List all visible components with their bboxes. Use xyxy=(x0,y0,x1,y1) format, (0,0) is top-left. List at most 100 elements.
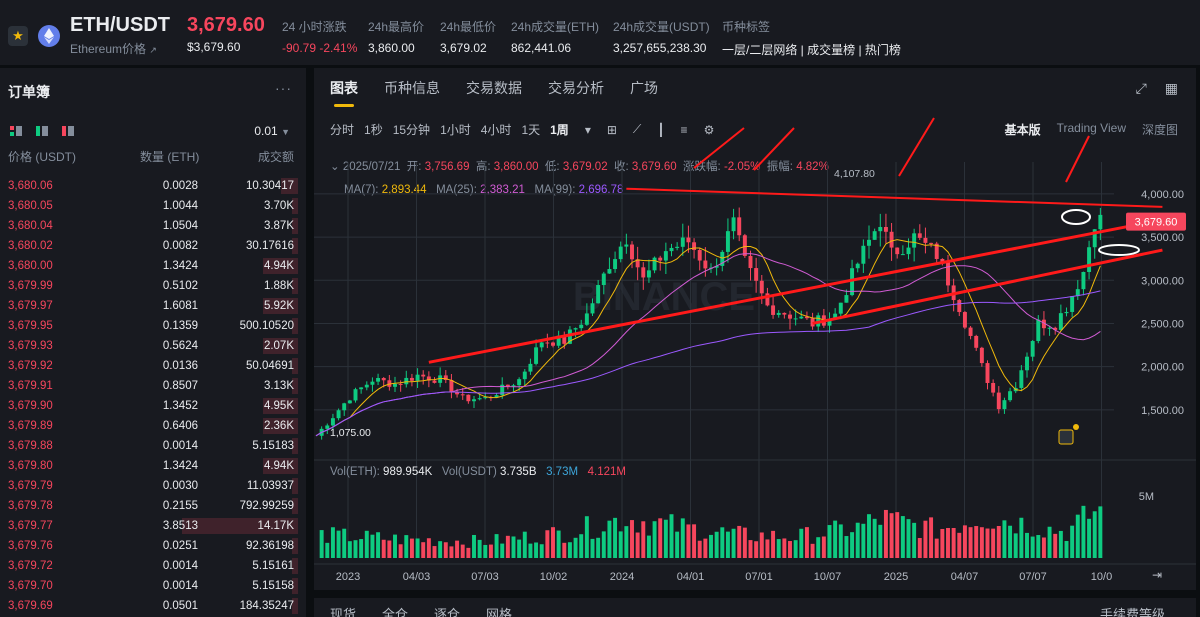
orderbook-row[interactable]: 3,680.00 1.3424 4.94K xyxy=(0,256,306,276)
orderbook-row[interactable]: 3,679.79 0.0030 11.03937 xyxy=(0,476,306,496)
pair-title[interactable]: ETH/USDT xyxy=(70,14,170,36)
orderbook-bids-icon[interactable] xyxy=(36,126,48,136)
trade-tab-4[interactable]: 手续费等级 xyxy=(1100,607,1166,617)
trade-tab-2[interactable]: 逐仓 xyxy=(434,607,461,617)
volume-bar xyxy=(872,518,877,558)
ohlc-amplitude-label: 振幅: xyxy=(766,161,793,173)
depth-bar xyxy=(292,538,298,554)
row-qty: 0.2155 xyxy=(162,500,198,512)
stat-change: 24 小时涨跌 -90.79 -2.41% xyxy=(282,18,357,55)
candle-body xyxy=(415,374,420,381)
ohlc-collapse-icon[interactable]: ⌄ xyxy=(330,161,340,173)
orderbook-both-icon[interactable] xyxy=(10,126,22,136)
row-qty: 0.8507 xyxy=(162,380,198,392)
orderbook-row[interactable]: 3,679.91 0.8507 3.13K xyxy=(0,376,306,396)
row-price: 3,679.97 xyxy=(8,300,53,312)
timeframe-4[interactable]: 4小时 xyxy=(480,123,512,137)
expand-icon[interactable]: ⤢ xyxy=(1135,80,1147,96)
volume-bar xyxy=(505,535,510,558)
coin-info-link[interactable]: Ethereum价格 ↗ xyxy=(70,40,157,57)
candle-body xyxy=(466,394,471,402)
view-2[interactable]: 深度图 xyxy=(1141,123,1178,137)
timeframe-more-icon[interactable]: ▾ xyxy=(584,122,591,137)
orderbook-row[interactable]: 3,679.95 0.1359 500.10520 xyxy=(0,316,306,336)
favorite-star-icon[interactable]: ★ xyxy=(8,26,28,46)
tab-2[interactable]: 交易数据 xyxy=(466,80,522,96)
depth-bars-icon[interactable]: ┃ xyxy=(657,122,665,137)
settings-list-icon[interactable]: ≡ xyxy=(680,122,688,137)
volume-bar xyxy=(517,539,522,558)
stat-tags-value[interactable]: 一层/二层网络 | 成交量榜 | 热门榜 xyxy=(722,43,901,57)
trade-tab-1[interactable]: 全仓 xyxy=(382,607,409,617)
stat-volume-usdt: 24h成交量(USDT) 3,257,655,238.30 xyxy=(613,18,710,55)
candle-body xyxy=(1075,289,1080,297)
row-total: 1.88K xyxy=(263,280,294,292)
precision-select[interactable]: 0.01 ▼ xyxy=(254,124,290,138)
orderbook-row[interactable]: 3,679.72 0.0014 5.15161 xyxy=(0,556,306,576)
timeframe-1[interactable]: 1秒 xyxy=(364,123,383,137)
view-0[interactable]: 基本版 xyxy=(1004,123,1041,137)
ohlc-amplitude: 4.82% xyxy=(796,161,829,173)
candle-body xyxy=(923,237,928,243)
candle-body xyxy=(883,227,888,232)
tab-3[interactable]: 交易分析 xyxy=(548,80,604,96)
row-price: 3,680.02 xyxy=(8,240,53,252)
row-price: 3,679.76 xyxy=(8,540,53,552)
volume-bar xyxy=(472,534,476,558)
volume-bar xyxy=(641,521,646,558)
candle-type-icon[interactable]: ⊞ xyxy=(606,122,617,137)
gear-icon[interactable]: ⚙ xyxy=(703,122,715,137)
stat-volume-eth-label: 24h成交量(ETH) xyxy=(511,20,600,34)
orderbook-row[interactable]: 3,679.88 0.0014 5.15183 xyxy=(0,436,306,456)
orderbook-row[interactable]: 3,679.97 1.6081 5.92K xyxy=(0,296,306,316)
indicator-icon[interactable]: ⟋ xyxy=(632,122,642,136)
volume-bar xyxy=(1036,535,1041,558)
orderbook-row[interactable]: 3,679.90 1.3452 4.95K xyxy=(0,396,306,416)
tab-1[interactable]: 币种信息 xyxy=(384,80,440,96)
tab-0[interactable]: 图表 xyxy=(330,80,358,96)
trade-tab-3[interactable]: 网格 xyxy=(486,607,513,617)
orderbook-row[interactable]: 3,679.89 0.6406 2.36K xyxy=(0,416,306,436)
view-1[interactable]: Trading View xyxy=(1056,121,1126,135)
orderbook-row[interactable]: 3,679.80 1.3424 4.94K xyxy=(0,456,306,476)
timeframe-3[interactable]: 1小时 xyxy=(440,123,471,137)
timeframe-6[interactable]: 1周 xyxy=(550,123,569,137)
orderbook-row[interactable]: 3,679.76 0.0251 92.36198 xyxy=(0,536,306,556)
timeframe-0[interactable]: 分时 xyxy=(330,123,355,137)
stat-volume-usdt-value: 3,257,655,238.30 xyxy=(613,41,707,55)
orderbook-row[interactable]: 3,680.05 1.0044 3.70K xyxy=(0,196,306,216)
alert-book-icon[interactable] xyxy=(1058,429,1074,445)
timeframe-2[interactable]: 15分钟 xyxy=(392,123,431,137)
candle-body xyxy=(325,425,330,429)
orderbook-row[interactable]: 3,679.99 0.5102 1.88K xyxy=(0,276,306,296)
orderbook-row[interactable]: 3,680.04 1.0504 3.87K xyxy=(0,216,306,236)
row-qty: 1.3452 xyxy=(162,400,198,412)
reset-scale-icon[interactable]: ⇥ xyxy=(1152,568,1162,582)
orderbook-row[interactable]: 3,679.92 0.0136 50.04691 xyxy=(0,356,306,376)
candle-body xyxy=(748,255,753,269)
volume-bar xyxy=(387,540,392,558)
orderbook-row[interactable]: 3,679.69 0.0501 184.35247 xyxy=(0,596,306,616)
orderbook-asks-icon[interactable] xyxy=(62,126,74,136)
candle-body xyxy=(652,257,657,271)
orderbook-row[interactable]: 3,679.77 3.8513 14.17K xyxy=(0,516,306,536)
candle-body xyxy=(731,217,736,232)
orderbook-row[interactable]: 3,679.70 0.0014 5.15158 xyxy=(0,576,306,596)
tab-4[interactable]: 广场 xyxy=(630,80,658,96)
volume-bar xyxy=(556,530,561,558)
more-dots-icon[interactable]: ··· xyxy=(275,80,292,96)
volume-bar xyxy=(1092,511,1097,558)
orderbook-row[interactable]: 3,679.78 0.2155 792.99259 xyxy=(0,496,306,516)
trade-tab-0[interactable]: 现货 xyxy=(330,607,357,617)
annotation-arrow xyxy=(1065,135,1090,183)
kline-chart[interactable]: 4,000.00 3,500.00 3,000.00 2,500.00 2,000.00… xyxy=(314,68,1196,590)
orderbook-row[interactable]: 3,680.02 0.0082 30.17616 xyxy=(0,236,306,256)
timeframe-5[interactable]: 1天 xyxy=(521,123,541,137)
orderbook-row[interactable]: 3,679.93 0.5624 2.07K xyxy=(0,336,306,356)
layout-grid-icon[interactable]: ▦ xyxy=(1164,80,1178,96)
orderbook-row[interactable]: 3,680.06 0.0028 10.30417 xyxy=(0,176,306,196)
row-price: 3,679.93 xyxy=(8,340,53,352)
volume-bar xyxy=(929,517,934,558)
stat-low-label: 24h最低价 xyxy=(440,20,497,34)
volume-bar xyxy=(889,513,894,558)
